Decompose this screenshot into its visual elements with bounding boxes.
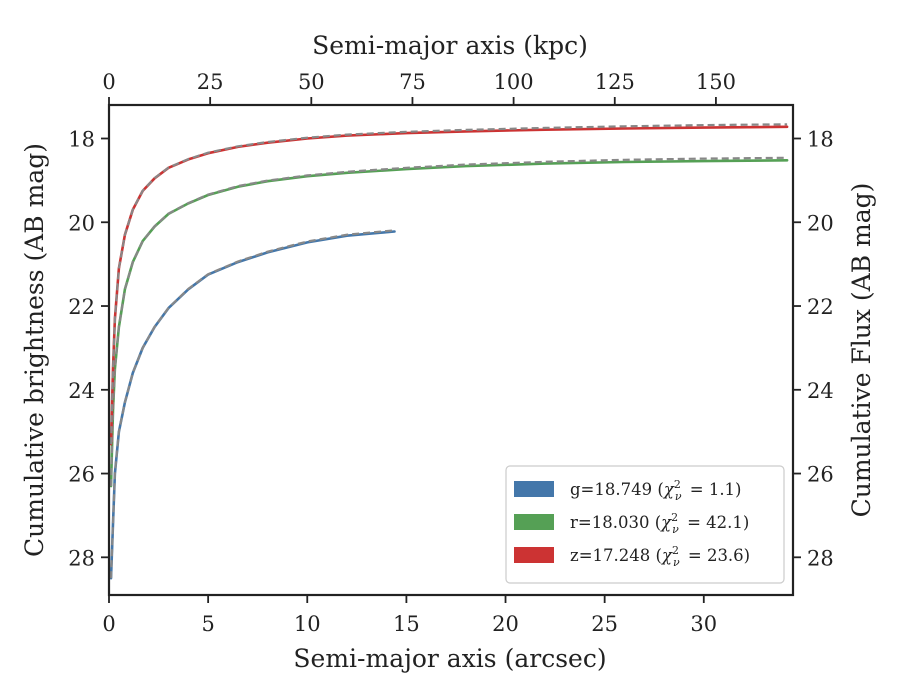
series-line-z <box>109 125 789 446</box>
right-y-tick-label: 24 <box>807 379 834 403</box>
legend-box <box>505 465 785 584</box>
model-fit-line-z <box>109 123 788 445</box>
legend: g=18.749 (χ2 ν = 1.1) r=18.030 (χ2 ν = 42.1… <box>505 465 785 584</box>
series-line-r <box>109 159 789 488</box>
y-axis-title: Cumulative brightness (AB mag) <box>20 143 49 557</box>
legend-label: r=18.030 (χ2 ν = 42.1) <box>570 511 749 536</box>
top-x-tick-label: 125 <box>595 70 635 94</box>
top-x-tick-label: 75 <box>399 70 426 94</box>
right-y-axis-title: Cumulative Flux (AB mag) <box>847 183 876 518</box>
right-y-axis-ticks: 18 20 22 24 26 28 <box>793 128 834 570</box>
legend-label: g=18.749 (χ2 ν = 1.1) <box>570 478 742 503</box>
y-axis-ticks: 18 20 22 24 26 28 <box>68 128 109 570</box>
y-tick-label: 26 <box>68 463 95 487</box>
right-y-tick-label: 22 <box>807 295 834 319</box>
right-y-tick-label: 18 <box>807 128 834 152</box>
legend-swatch <box>514 481 554 497</box>
legend-swatch <box>514 514 554 530</box>
top-x-axis-title: Semi-major axis (kpc) <box>312 31 588 60</box>
right-y-tick-label: 28 <box>807 546 834 570</box>
x-axis-title: Semi-major axis (arcsec) <box>293 644 606 673</box>
top-x-tick-label: 0 <box>102 70 115 94</box>
series-line-g <box>109 230 396 580</box>
y-tick-label: 18 <box>68 128 95 152</box>
x-tick-label: 5 <box>201 612 214 636</box>
legend-swatch <box>514 547 554 563</box>
right-y-tick-label: 20 <box>807 211 834 235</box>
x-tick-label: 15 <box>393 612 420 636</box>
top-x-axis-ticks: 0 25 50 75 100 125 150 <box>102 70 736 105</box>
model-fit-line-r <box>109 156 788 487</box>
x-axis-ticks: 0 5 10 15 20 25 30 <box>102 595 717 636</box>
top-x-tick-label: 25 <box>197 70 224 94</box>
y-tick-label: 22 <box>68 295 95 319</box>
right-y-tick-label: 26 <box>807 463 834 487</box>
y-tick-label: 20 <box>68 211 95 235</box>
plot-frame <box>107 103 795 597</box>
x-tick-label: 25 <box>591 612 618 636</box>
x-tick-label: 10 <box>294 612 321 636</box>
top-x-tick-label: 50 <box>298 70 325 94</box>
y-tick-label: 28 <box>68 546 95 570</box>
top-x-tick-label: 100 <box>494 70 534 94</box>
x-tick-label: 30 <box>690 612 717 636</box>
y-tick-label: 24 <box>68 379 95 403</box>
plot-area <box>109 123 789 580</box>
x-tick-label: 0 <box>102 612 115 636</box>
top-x-tick-label: 150 <box>696 70 736 94</box>
x-tick-label: 20 <box>492 612 519 636</box>
model-fit-line-g <box>109 229 395 579</box>
legend-label: z=17.248 (χ2 ν = 23.6) <box>570 544 750 569</box>
